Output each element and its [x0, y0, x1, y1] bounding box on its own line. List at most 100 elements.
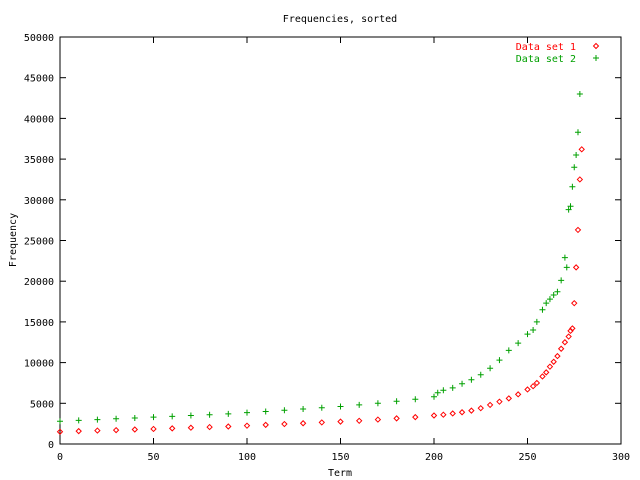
- data-point: [206, 423, 213, 431]
- data-point: [505, 347, 512, 354]
- data-point: [567, 203, 574, 210]
- data-point: [412, 413, 419, 421]
- data-point: [524, 331, 531, 338]
- data-point: [318, 419, 326, 426]
- data-point: [113, 415, 120, 422]
- data-point: [477, 371, 484, 378]
- data-point: [112, 426, 120, 434]
- data-point: [496, 398, 503, 405]
- data-point: [569, 183, 576, 190]
- data-point: [539, 373, 546, 380]
- data-point: [546, 363, 554, 370]
- data-point: [337, 403, 344, 410]
- legend-marker: [592, 42, 600, 50]
- x-tick-label: 200: [425, 452, 443, 463]
- x-tick-label: 150: [331, 452, 349, 463]
- data-point: [554, 288, 561, 295]
- data-point: [206, 411, 213, 418]
- data-point: [75, 417, 82, 424]
- data-point: [565, 333, 572, 340]
- data-point: [533, 379, 541, 387]
- y-tick-label: 25000: [24, 237, 54, 248]
- x-tick-label: 300: [612, 452, 630, 463]
- data-point: [94, 427, 101, 434]
- y-tick-label: 50000: [24, 33, 54, 44]
- data-point: [131, 414, 138, 421]
- data-point: [440, 387, 447, 394]
- y-tick-label: 15000: [24, 318, 54, 329]
- data-point: [576, 176, 584, 183]
- data-point: [434, 389, 441, 396]
- data-point: [57, 418, 63, 425]
- data-point: [412, 396, 419, 403]
- data-point: [578, 146, 585, 153]
- data-point: [576, 90, 583, 97]
- data-point: [75, 427, 82, 435]
- data-point: [468, 407, 475, 414]
- data-point: [459, 380, 466, 387]
- legend-label: Data set 1: [516, 42, 576, 53]
- data-point: [486, 401, 494, 409]
- data-point: [533, 318, 540, 325]
- data-point: [56, 428, 64, 435]
- data-point: [477, 404, 484, 412]
- data-point: [243, 422, 251, 429]
- legend-marker: [593, 55, 599, 61]
- x-tick-label: 100: [238, 452, 256, 463]
- data-point: [150, 425, 157, 433]
- y-axis-label: Frequency: [8, 213, 19, 267]
- data-point: [449, 384, 456, 391]
- data-point: [550, 292, 557, 299]
- series-1: [56, 146, 585, 435]
- data-point: [546, 296, 553, 303]
- data-point: [569, 325, 576, 332]
- data-point: [318, 404, 325, 411]
- data-point: [281, 420, 288, 428]
- data-point: [374, 416, 382, 423]
- data-point: [542, 369, 550, 376]
- data-point: [299, 420, 307, 427]
- data-point: [505, 395, 513, 402]
- x-tick-label: 0: [57, 452, 63, 463]
- data-point: [496, 357, 503, 364]
- legend-label: Data set 2: [516, 54, 576, 65]
- x-tick-label: 50: [147, 452, 159, 463]
- data-point: [574, 129, 581, 136]
- data-point: [393, 415, 400, 422]
- data-point: [169, 413, 176, 420]
- y-tick-label: 0: [48, 440, 54, 451]
- data-point: [168, 425, 176, 432]
- data-point: [539, 306, 546, 313]
- series-2: [57, 90, 583, 425]
- data-point: [565, 206, 572, 213]
- data-point: [468, 376, 475, 383]
- data-point: [524, 386, 531, 393]
- y-tick-label: 20000: [24, 277, 54, 288]
- y-tick-label: 45000: [24, 74, 54, 85]
- data-point: [225, 410, 232, 417]
- data-point: [515, 340, 522, 347]
- x-axis-label: Term: [328, 468, 352, 479]
- y-tick-label: 35000: [24, 155, 54, 166]
- data-point: [563, 264, 570, 271]
- data-point: [187, 424, 195, 431]
- data-point: [150, 414, 157, 421]
- y-tick-label: 5000: [30, 399, 54, 410]
- chart-title: Frequencies, sorted: [283, 14, 397, 25]
- data-point: [554, 352, 561, 360]
- y-tick-label: 30000: [24, 196, 54, 207]
- data-point: [300, 405, 307, 412]
- data-point: [131, 426, 139, 433]
- data-point: [529, 382, 537, 390]
- data-point: [431, 393, 437, 400]
- y-tick-label: 10000: [24, 359, 54, 370]
- data-point: [572, 264, 580, 271]
- data-point: [262, 408, 269, 415]
- data-point: [430, 412, 438, 419]
- data-point: [558, 277, 565, 284]
- data-point: [550, 358, 557, 365]
- data-point: [574, 226, 582, 234]
- data-point: [356, 401, 363, 408]
